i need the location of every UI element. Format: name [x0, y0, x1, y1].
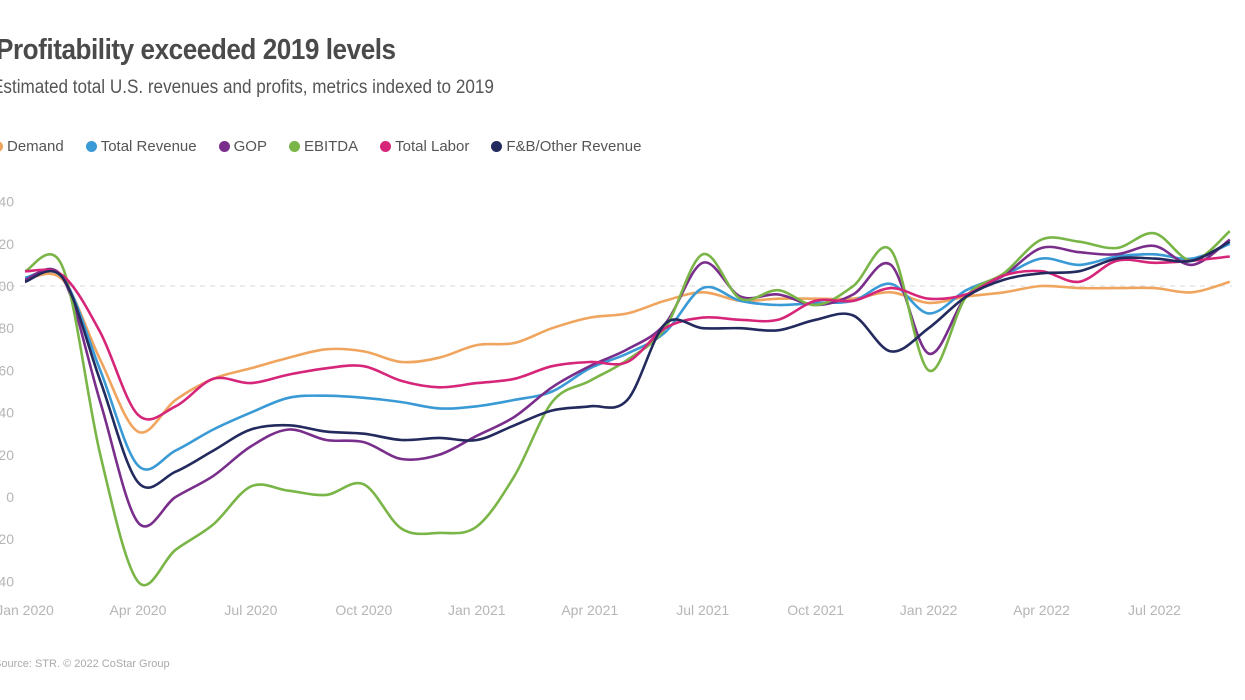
legend-label: GOP — [233, 138, 267, 155]
x-tick-label: Oct 2020 — [335, 602, 392, 618]
legend-item[interactable]: F&B/Other Revenue — [491, 138, 641, 155]
series-line-gop — [24, 238, 1231, 528]
x-tick-label: Jan 2021 — [448, 602, 506, 618]
y-tick-label: 140 — [0, 194, 14, 210]
legend-item[interactable]: GOP — [218, 138, 267, 155]
x-tick-label: Apr 2022 — [1013, 602, 1070, 618]
legend-label: F&B/Other Revenue — [506, 138, 642, 155]
source-note: Source: STR. © 2022 CoStar Group — [0, 658, 170, 670]
chart-title: Profitability exceeded 2019 levels — [0, 34, 396, 66]
y-tick-label: 100 — [0, 278, 14, 294]
y-tick-label: -40 — [0, 573, 14, 589]
legend-label: Total Labor — [395, 138, 470, 155]
legend-label: Demand — [7, 138, 64, 155]
y-tick-label: 120 — [0, 236, 14, 252]
series-line-ebitda — [24, 230, 1231, 587]
legend-marker-icon — [380, 141, 392, 152]
series-line-total-labor — [24, 255, 1230, 421]
legend-item[interactable]: Demand — [0, 138, 64, 155]
y-tick-label: 40 — [0, 405, 14, 421]
x-tick-label: Jan 2022 — [900, 602, 958, 618]
legend-marker-icon — [218, 141, 230, 152]
x-tick-label: Oct 2021 — [787, 602, 844, 618]
legend-item[interactable]: Total Labor — [380, 138, 469, 155]
y-tick-label: 60 — [0, 362, 14, 378]
legend-marker-icon — [491, 141, 503, 152]
legend: Demand Total Revenue GOP EBITDA Total Labor F… — [0, 138, 641, 155]
x-tick-label: Apr 2021 — [561, 602, 618, 618]
x-tick-label: Jul 2020 — [224, 602, 277, 618]
y-tick-label: 20 — [0, 447, 14, 463]
legend-label: Total Revenue — [100, 138, 197, 155]
y-tick-label: 80 — [0, 320, 14, 336]
legend-marker-icon — [288, 141, 300, 152]
series-line-total-revenue — [24, 242, 1231, 471]
x-tick-label: Jan 2020 — [0, 602, 54, 618]
legend-marker-icon — [85, 141, 97, 152]
y-tick-label: 0 — [6, 489, 14, 505]
series-line-f-b-other-revenue — [24, 240, 1231, 490]
x-tick-label: Jul 2022 — [1128, 602, 1181, 618]
legend-item[interactable]: Total Revenue — [85, 138, 197, 155]
legend-marker-icon — [0, 141, 3, 152]
legend-item[interactable]: EBITDA — [288, 138, 359, 155]
x-tick-label: Apr 2020 — [110, 602, 167, 618]
x-tick-label: Jul 2021 — [676, 602, 729, 618]
y-tick-label: -20 — [0, 531, 14, 547]
chart-subtitle: Estimated total U.S. revenues and profit… — [0, 77, 494, 98]
legend-label: EBITDA — [303, 138, 359, 155]
